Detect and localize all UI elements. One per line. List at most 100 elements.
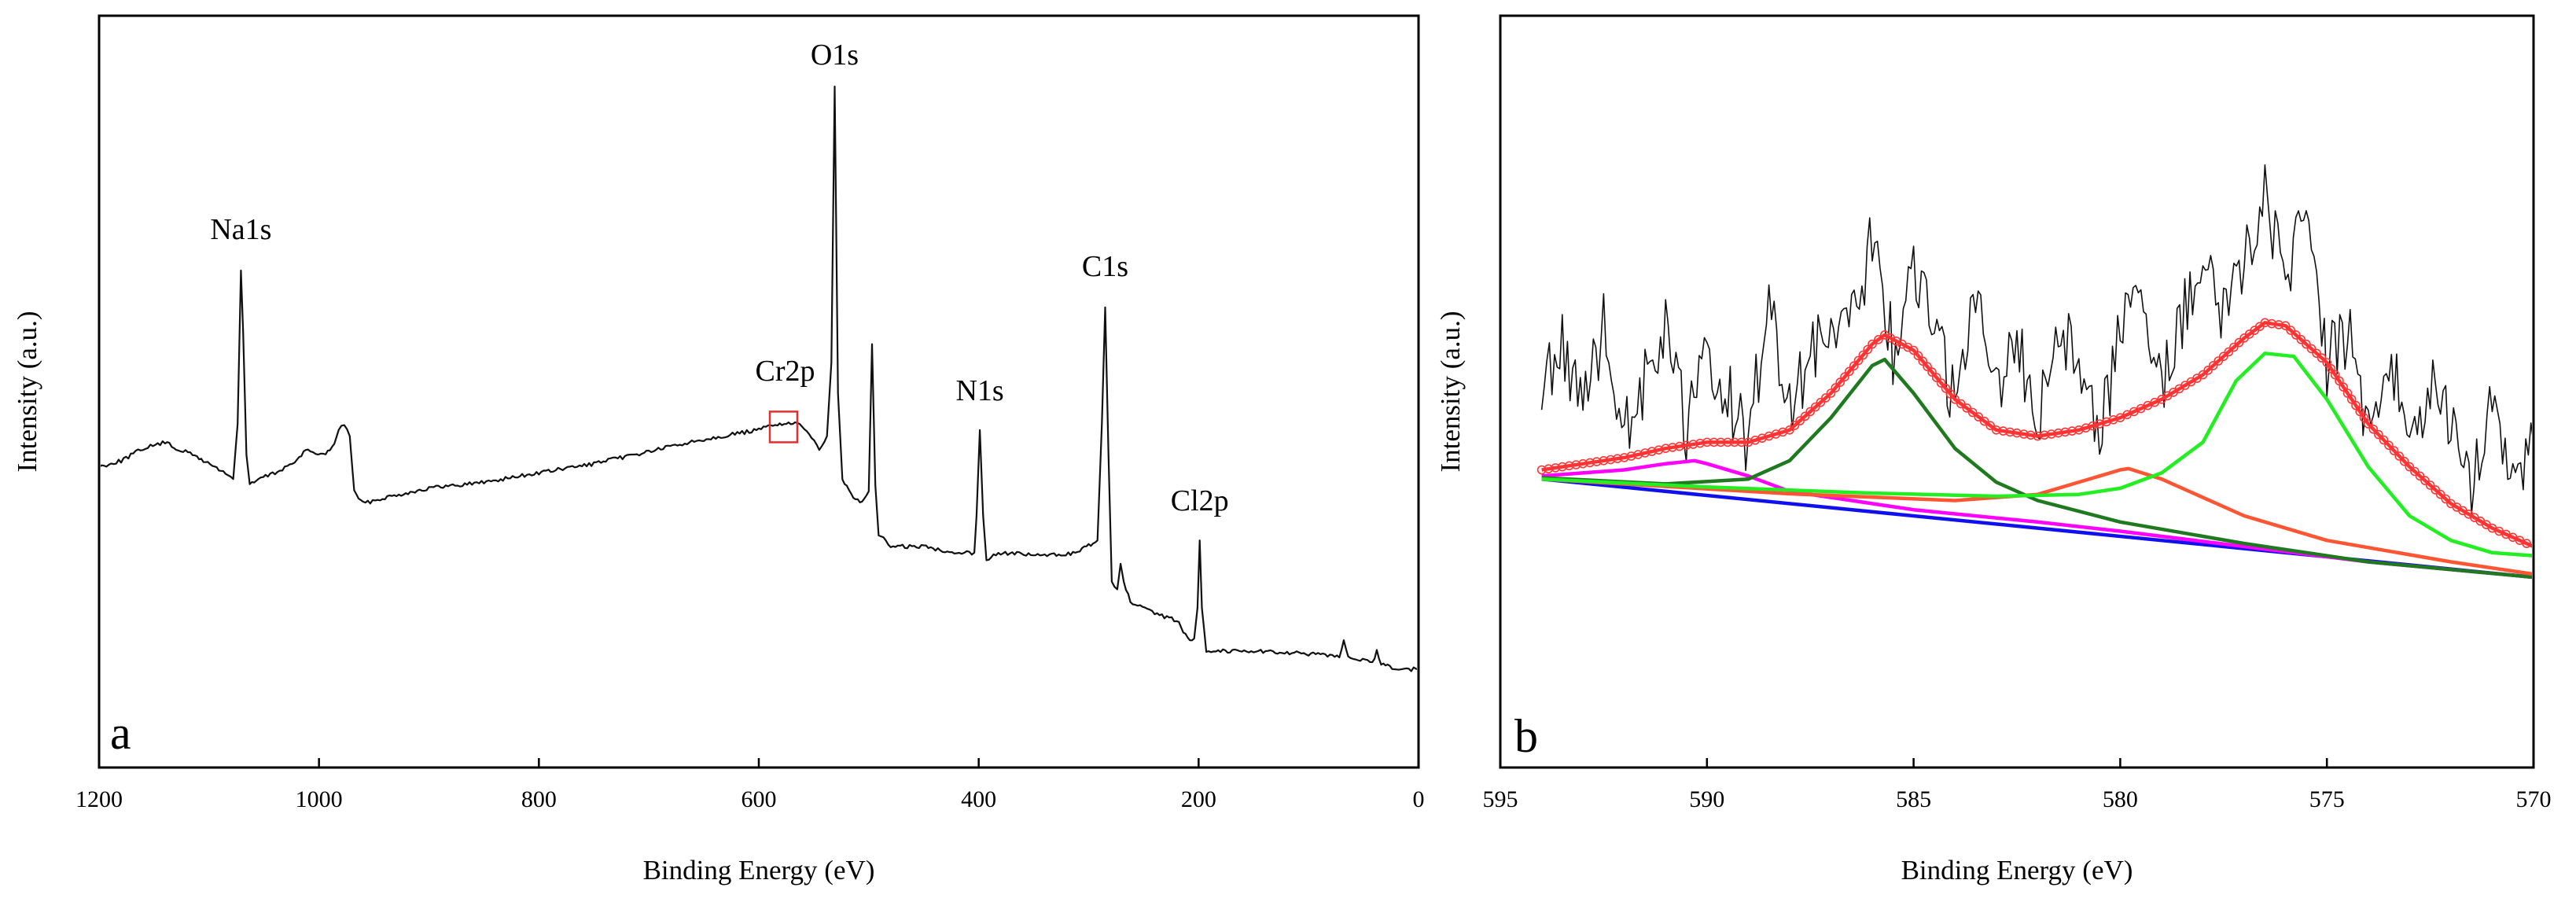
panel-b-envelope-marker <box>2322 358 2331 367</box>
panel-b-envelope-marker <box>2203 365 2213 375</box>
panel-a: 1200 1000 800 600 400 200 0 Na1s O1s Cr2p N1s C1s C… <box>12 14 1425 885</box>
panel-b-envelope-marker <box>2420 476 2430 485</box>
panel-b-envelope-marker <box>1640 448 1650 458</box>
panel-b-envelope-marker <box>2394 451 2404 461</box>
panel-b-x-tick-label-570: 570 <box>2516 786 2552 812</box>
panel-b-envelope-marker <box>1564 461 1574 471</box>
panel-b-envelope-marker <box>1606 455 1615 465</box>
panel-b-series-envelope-fit <box>1541 321 2532 548</box>
panel-b: 595 590 585 580 575 570 Binding Energy (eV) I… <box>1435 14 2552 885</box>
panel-b-envelope-marker <box>2335 376 2344 386</box>
panel-b-envelope-marker <box>2047 429 2056 439</box>
panel-b-envelope-marker <box>1544 464 1554 474</box>
panel-b-envelope-marker <box>1709 437 1719 447</box>
panel-b-envelope-marker <box>2431 485 2440 495</box>
panel-b-envelope-marker <box>1950 394 1960 404</box>
panel-b-envelope-marker <box>1800 411 1810 422</box>
panel-b-envelope-marker <box>1863 344 1872 355</box>
panel-a-annotations: Na1s O1s Cr2p N1s C1s Cl2p <box>210 39 1228 517</box>
panel-b-envelope-marker <box>2229 342 2239 352</box>
panel-b-envelope-marker <box>1956 399 1966 409</box>
panel-a-peak-label-cr2p: Cr2p <box>756 355 815 388</box>
panel-a-peak-label-n1s: N1s <box>955 374 1003 407</box>
panel-b-envelope-marker <box>1821 393 1831 403</box>
panel-b-envelope-marker <box>2346 394 2357 404</box>
panel-b-envelope-marker <box>2280 321 2291 331</box>
panel-b-envelope-marker <box>2425 480 2435 490</box>
panel-b-envelope-marker <box>1908 345 1919 355</box>
panel-b-envelope-marker <box>1849 361 1859 371</box>
panel-b-envelope-marker <box>2400 456 2409 466</box>
panel-b-envelope-marker <box>1675 441 1684 451</box>
panel-b-envelope-marker <box>2296 334 2306 344</box>
panel-b-envelope-marker <box>1979 416 1989 426</box>
panel-b-envelope-marker <box>1695 438 1705 448</box>
panel-b-envelope-marker <box>2364 419 2373 429</box>
panel-b-envelope-marker <box>2415 471 2425 481</box>
panel-b-envelope-marker <box>2267 318 2276 329</box>
panel-b-envelope-marker <box>1927 367 1937 377</box>
panel-b-envelope-marker <box>1918 356 1928 366</box>
panel-b-envelope-marker <box>2260 318 2270 328</box>
panel-b-envelope-marker <box>1840 372 1849 382</box>
panel-b-x-ticks <box>1499 758 2535 768</box>
panel-b-series-peak-576-5-ev <box>1541 352 2532 558</box>
panel-b-envelope-marker <box>1536 465 1547 475</box>
panel-b-envelope-marker <box>2291 330 2301 340</box>
panel-b-envelope-marker <box>1785 425 1794 435</box>
panel-a-y-axis-title: Intensity (a.u.) <box>12 311 42 472</box>
panel-b-envelope-marker <box>1826 388 1836 398</box>
panel-b-envelope-marker <box>2330 370 2340 380</box>
panel-b-envelope-marker <box>1874 334 1883 344</box>
panel-b-envelope-marker <box>2005 427 2015 437</box>
panel-b-envelope-marker <box>1945 389 1956 399</box>
panel-b-envelope-marker <box>1845 366 1854 377</box>
panel-a-highlight-group <box>768 410 799 444</box>
panel-a-x-tick-label-600: 600 <box>742 786 777 812</box>
panel-b-envelope-marker <box>2219 352 2228 362</box>
panel-a-cr2p-highlight-box <box>768 410 799 444</box>
panel-a-x-tick-label-1200: 1200 <box>75 786 123 812</box>
panel-b-envelope-marker <box>1974 412 1983 422</box>
panel-b-x-tick-label-585: 585 <box>1896 786 1931 812</box>
panel-b-envelope-marker <box>2410 466 2420 477</box>
panel-b-frame <box>1499 14 2535 769</box>
panel-b-envelope-marker <box>2060 427 2070 437</box>
panel-b-envelope-marker <box>1730 437 1739 447</box>
panel-b-envelope-marker <box>1868 339 1877 349</box>
panel-b-envelope-marker <box>2019 429 2029 439</box>
panel-b-envelope-marker <box>1941 384 1951 393</box>
panel-b-envelope-marker <box>2351 400 2361 410</box>
panel-a-x-tick-labels: 1200 1000 800 600 400 200 0 <box>75 786 1425 812</box>
panel-b-envelope-marker <box>2214 356 2223 366</box>
panel-b-envelope-marker <box>2355 407 2364 417</box>
panel-b-series-peak-585-7-ev <box>1541 357 2532 580</box>
panel-b-envelope-marker <box>2342 388 2353 398</box>
panel-b-envelope-marker <box>1661 444 1670 454</box>
panel-b-x-tick-label-580: 580 <box>2103 786 2138 812</box>
panel-b-y-axis-title: Intensity (a.u.) <box>1435 311 1466 472</box>
panel-b-envelope-marker <box>1795 416 1805 425</box>
panel-b-envelope-marker <box>1688 440 1698 449</box>
panel-b-envelope-marker <box>2384 440 2394 451</box>
panel-b-envelope-marker <box>1923 362 1932 372</box>
panel-b-envelope-marker <box>2389 446 2399 455</box>
panel-b-envelope-marker <box>1962 403 1971 413</box>
panel-b-envelope-marker <box>2026 430 2036 440</box>
panel-a-x-tick-label-0: 0 <box>1413 786 1425 812</box>
panel-b-series-peak-579-8-ev <box>1541 466 2532 576</box>
panel-b-envelope-marker <box>1571 460 1581 469</box>
panel-b-envelope-marker <box>1985 421 1995 431</box>
panel-b-envelope-marker <box>1936 378 1946 388</box>
panel-b-envelope-marker <box>1853 355 1864 366</box>
panel-b-envelope-marker <box>1558 462 1567 472</box>
panel-b-envelope-marker <box>1932 373 1941 382</box>
panel-b-envelope-marker <box>2033 431 2043 441</box>
panel-b-envelope-marker <box>1816 397 1826 407</box>
panel-b-envelope-marker <box>1716 437 1726 447</box>
panel-b-envelope-marker <box>1967 407 1978 418</box>
panel-b-envelope-marker <box>2379 435 2389 445</box>
